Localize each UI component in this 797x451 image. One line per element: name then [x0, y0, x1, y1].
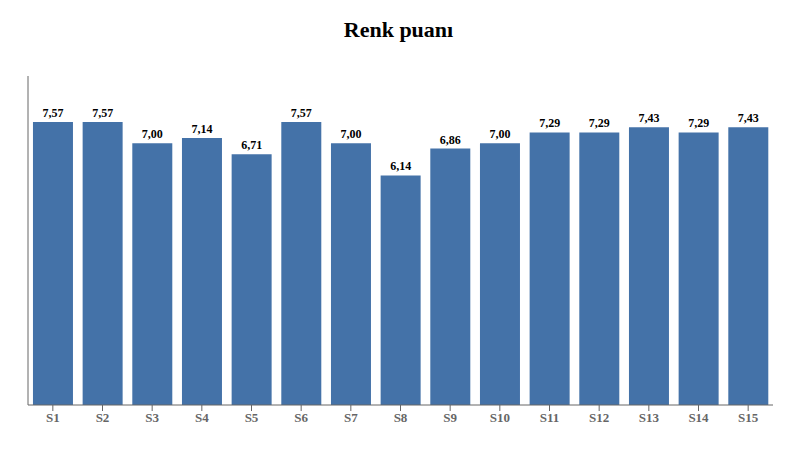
svg-text:7,00: 7,00 [142, 127, 163, 141]
svg-text:S13: S13 [639, 410, 660, 425]
svg-text:S11: S11 [540, 410, 560, 425]
svg-text:S12: S12 [589, 410, 609, 425]
svg-text:7,57: 7,57 [291, 106, 312, 120]
svg-text:7,00: 7,00 [340, 127, 361, 141]
svg-text:S4: S4 [195, 410, 209, 425]
svg-text:6,71: 6,71 [241, 138, 262, 152]
svg-text:6,86: 6,86 [440, 133, 461, 147]
svg-text:7,29: 7,29 [589, 116, 610, 130]
svg-text:7,43: 7,43 [738, 111, 759, 125]
svg-text:S15: S15 [738, 410, 759, 425]
svg-text:S2: S2 [96, 410, 110, 425]
svg-text:S14: S14 [688, 410, 709, 425]
svg-text:S6: S6 [294, 410, 308, 425]
svg-text:S9: S9 [443, 410, 457, 425]
svg-text:7,57: 7,57 [92, 106, 113, 120]
svg-text:6,14: 6,14 [390, 159, 411, 173]
svg-text:7,57: 7,57 [42, 106, 63, 120]
svg-text:7,14: 7,14 [191, 122, 212, 136]
svg-text:7,00: 7,00 [489, 127, 510, 141]
html-text:Renk puanı: Renk puanı [343, 17, 454, 42]
svg-text:7,29: 7,29 [539, 116, 560, 130]
svg-text:S8: S8 [394, 410, 408, 425]
svg-text:S1: S1 [46, 410, 60, 425]
svg-text:7,43: 7,43 [638, 111, 659, 125]
svg-text:S5: S5 [245, 410, 259, 425]
svg-text:S7: S7 [344, 410, 358, 425]
svg-text:S10: S10 [490, 410, 510, 425]
svg-text:S3: S3 [145, 410, 159, 425]
svg-text:7,29: 7,29 [688, 116, 709, 130]
